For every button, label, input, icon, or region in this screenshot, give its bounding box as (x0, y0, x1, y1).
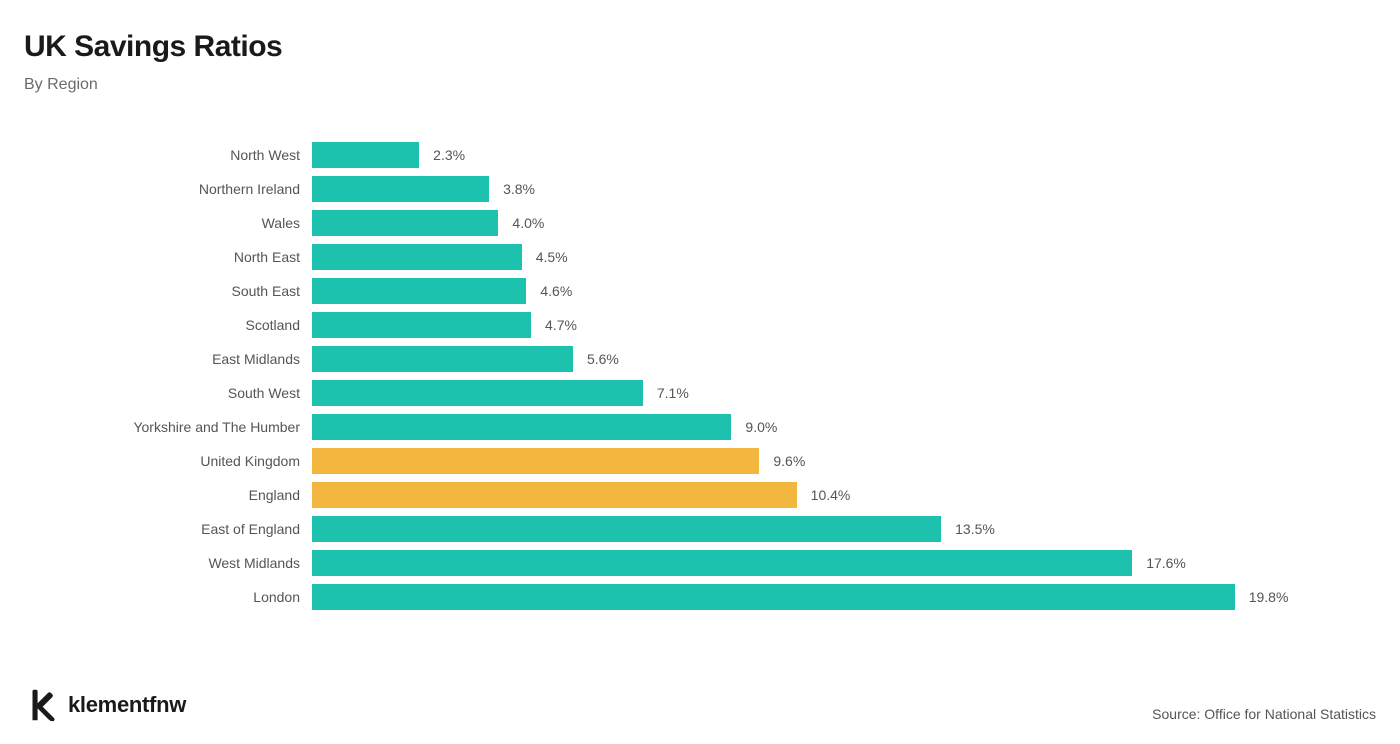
bar-track: 13.5% (312, 512, 1376, 546)
bar-track: 2.3% (312, 138, 1376, 172)
source-text: Source: Office for National Statistics (1152, 706, 1376, 722)
chart-footer: klementfnw Source: Office for National S… (24, 688, 1376, 722)
bar-row: North East 4.5% (24, 240, 1376, 274)
brand-icon (24, 688, 58, 722)
category-label: London (24, 589, 312, 605)
category-label: Scotland (24, 317, 312, 333)
bar-track: 9.6% (312, 444, 1376, 478)
brand: klementfnw (24, 688, 186, 722)
value-label: 5.6% (587, 351, 619, 367)
category-label: North West (24, 147, 312, 163)
bar (312, 312, 531, 338)
category-label: East of England (24, 521, 312, 537)
bar-track: 4.5% (312, 240, 1376, 274)
category-label: Wales (24, 215, 312, 231)
category-label: East Midlands (24, 351, 312, 367)
bar (312, 482, 797, 508)
chart-container: UK Savings Ratios By Region North West 2.… (0, 0, 1400, 744)
bar (312, 210, 498, 236)
bar-track: 4.6% (312, 274, 1376, 308)
category-label: United Kingdom (24, 453, 312, 469)
bar-track: 9.0% (312, 410, 1376, 444)
bar (312, 414, 731, 440)
value-label: 9.0% (745, 419, 777, 435)
category-label: North East (24, 249, 312, 265)
bar (312, 142, 419, 168)
value-label: 13.5% (955, 521, 995, 537)
brand-text: klementfnw (68, 692, 186, 718)
bar-track: 5.6% (312, 342, 1376, 376)
bar-row: Scotland 4.7% (24, 308, 1376, 342)
value-label: 10.4% (811, 487, 851, 503)
bar (312, 278, 526, 304)
bar-row: Northern Ireland 3.8% (24, 172, 1376, 206)
value-label: 9.6% (773, 453, 805, 469)
bar (312, 176, 489, 202)
bar-row: West Midlands 17.6% (24, 546, 1376, 580)
bar (312, 380, 643, 406)
category-label: Yorkshire and The Humber (24, 419, 312, 435)
bar-row: England 10.4% (24, 478, 1376, 512)
bar-track: 10.4% (312, 478, 1376, 512)
category-label: South East (24, 283, 312, 299)
chart-title: UK Savings Ratios (24, 30, 1376, 64)
category-label: Northern Ireland (24, 181, 312, 197)
bar (312, 550, 1132, 576)
value-label: 4.5% (536, 249, 568, 265)
bar (312, 346, 573, 372)
bar-track: 4.7% (312, 308, 1376, 342)
bar (312, 584, 1235, 610)
value-label: 4.7% (545, 317, 577, 333)
bar-track: 17.6% (312, 546, 1376, 580)
bar-chart: North West 2.3% Northern Ireland 3.8% Wales 4… (24, 138, 1376, 614)
bar-row: East Midlands 5.6% (24, 342, 1376, 376)
bar-track: 19.8% (312, 580, 1376, 614)
bar (312, 516, 941, 542)
value-label: 4.6% (540, 283, 572, 299)
chart-subtitle: By Region (24, 76, 1376, 94)
value-label: 4.0% (512, 215, 544, 231)
bar-row: Yorkshire and The Humber 9.0% (24, 410, 1376, 444)
bar (312, 244, 522, 270)
value-label: 2.3% (433, 147, 465, 163)
bar-row: London 19.8% (24, 580, 1376, 614)
category-label: England (24, 487, 312, 503)
category-label: West Midlands (24, 555, 312, 571)
bar-row: Wales 4.0% (24, 206, 1376, 240)
bar-row: East of England 13.5% (24, 512, 1376, 546)
bar (312, 448, 759, 474)
bar-row: North West 2.3% (24, 138, 1376, 172)
value-label: 7.1% (657, 385, 689, 401)
value-label: 3.8% (503, 181, 535, 197)
bar-track: 3.8% (312, 172, 1376, 206)
bar-row: United Kingdom 9.6% (24, 444, 1376, 478)
value-label: 17.6% (1146, 555, 1186, 571)
bar-row: South East 4.6% (24, 274, 1376, 308)
category-label: South West (24, 385, 312, 401)
bar-track: 7.1% (312, 376, 1376, 410)
bar-row: South West 7.1% (24, 376, 1376, 410)
bar-track: 4.0% (312, 206, 1376, 240)
value-label: 19.8% (1249, 589, 1289, 605)
